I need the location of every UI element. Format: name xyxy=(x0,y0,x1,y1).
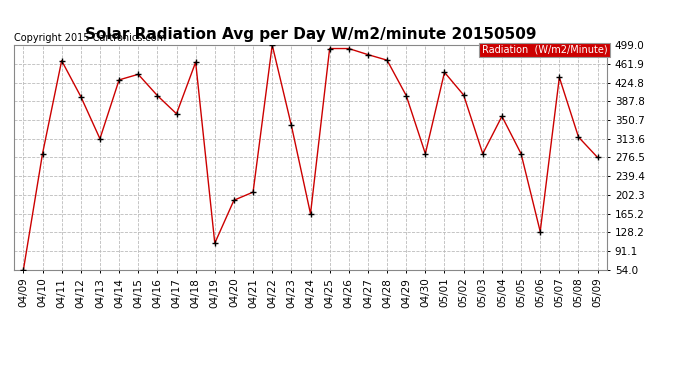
Text: Copyright 2015 Cartronics.com: Copyright 2015 Cartronics.com xyxy=(14,33,166,43)
Text: Radiation  (W/m2/Minute): Radiation (W/m2/Minute) xyxy=(482,45,607,55)
Title: Solar Radiation Avg per Day W/m2/minute 20150509: Solar Radiation Avg per Day W/m2/minute … xyxy=(85,27,536,42)
